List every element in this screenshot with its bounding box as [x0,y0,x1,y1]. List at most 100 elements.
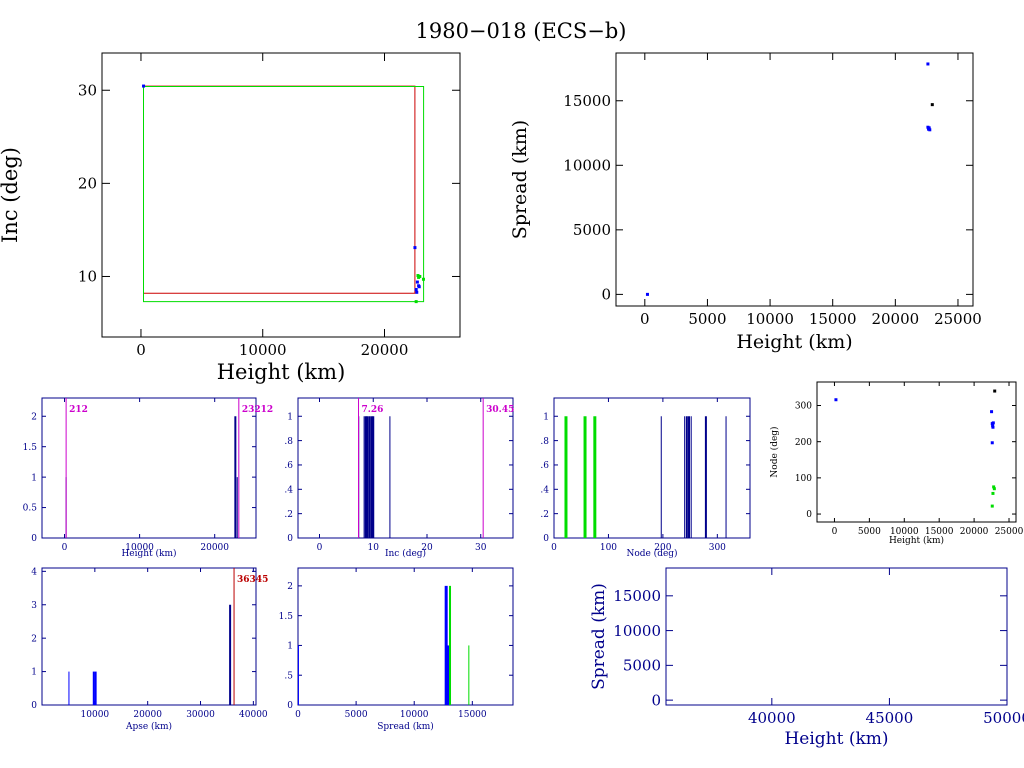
y-tick-label: 10 [78,268,97,286]
y-tick-label: 4 [31,567,37,577]
y-tick-label: 1 [287,412,293,422]
y-tick-label: 200 [795,438,812,448]
marker-label: 30.45 [486,405,514,415]
data-point [416,274,420,278]
y-tick-label: 1 [31,668,37,678]
figure-title: 1980−018 (ECS−b) [415,19,626,43]
x-tick-label: 25000 [934,310,982,328]
x-tick-label: 15000 [809,310,857,328]
node-hist-panel: 0 100 200 300 0 .2 .4 .6 .8 1 Node (deg) [540,397,751,559]
y-axis-label: Spread (km) [589,583,609,690]
y-tick-label: 0.5 [23,504,38,514]
histogram-bar [583,416,587,538]
data-point [991,421,995,425]
histogram-bar [94,671,97,705]
y-tick-label: .4 [540,485,549,495]
data-point [991,425,995,429]
y-tick-label: 100 [795,474,812,484]
histogram-bar [234,416,237,538]
y-tick-label: 0 [287,701,293,711]
histogram-bar [468,645,470,705]
x-tick-label: 0 [317,543,323,553]
marker-label: 7.26 [362,405,384,415]
data-point [142,84,146,88]
y-tick-label: 0 [543,534,549,544]
y-tick-label: .5 [284,671,293,681]
y-tick-label: 20 [78,175,97,193]
y-tick-label: 0 [287,534,293,544]
y-tick-label: .2 [284,510,293,520]
data-point [927,126,931,130]
x-axis-label: Apse (km) [125,721,172,732]
plot-frame [297,397,514,539]
x-tick-label: 10 [368,543,380,553]
histogram-bar [725,416,727,538]
x-tick-label: 0 [136,341,146,359]
histogram-bar [368,416,371,538]
data-point [834,398,838,402]
y-tick-label: 15000 [613,587,661,605]
y-tick-label: .2 [540,510,549,520]
inc-hist-panel: 0 10 20 30 0 .2 .4 .6 .8 1 Inc (deg) 7.26 30.45 [284,397,514,559]
x-tick-label: 5000 [345,710,368,720]
x-tick-label: 10000 [239,341,287,359]
x-tick-label: 0 [295,710,301,720]
inc-vs-height-panel: 0 10000 20000 10 20 30 Height (km) Inc (deg) [0,52,461,384]
y-tick-label: 1.5 [279,612,294,622]
x-tick-label: 45000 [866,709,914,727]
histogram-bar [363,416,365,538]
histogram-bar [688,416,691,538]
x-axis-label: Height (km) [217,360,346,384]
data-point [992,485,996,489]
x-axis-label: Height (km) [889,535,944,546]
y-tick-label: 0 [601,286,611,304]
y-tick-label: 5000 [623,657,661,675]
x-tick-label: 0 [640,310,650,328]
histogram-bar [297,645,299,705]
y-tick-label: 10000 [613,622,661,640]
histogram-bar [229,604,232,705]
y-tick-label: 0 [31,701,37,711]
marker-label: 212 [69,405,88,415]
height-hist-panel: 0 10000 20000 0 0.5 1 1.5 2 Height (km) 212 23212 [23,397,273,559]
plot-frame [816,381,1017,523]
y-tick-label: 1 [31,473,37,483]
data-point [415,280,419,284]
histogram-bar [444,585,448,705]
node-vs-height-panel: 0 5000 10000 15000 20000 25000 0 100 200 300 Heigh… [769,381,1024,546]
y-tick-label: 1.5 [23,443,38,453]
histogram-bar [370,416,373,538]
x-tick-label: 0 [62,543,68,553]
x-tick-label: 5000 [688,310,726,328]
data-point [990,410,994,414]
y-tick-label: 10000 [563,157,611,175]
y-axis-label: Inc (deg) [0,147,22,243]
outline-line [143,85,416,294]
plot-frame [41,567,257,706]
x-tick-label: 15000 [925,527,954,537]
y-tick-label: 3 [31,601,37,611]
marker-label: 23212 [242,405,273,415]
y-axis-label: Spread (km) [509,120,531,239]
x-tick-label: 0 [832,527,838,537]
y-tick-label: .4 [284,485,293,495]
y-axis-label: Node (deg) [769,426,780,477]
y-tick-label: 1 [287,642,293,652]
x-tick-label: 10000 [746,310,794,328]
y-tick-label: 15000 [563,92,611,110]
y-tick-label: .8 [284,437,293,447]
y-tick-label: 300 [795,402,812,412]
histogram-bar [684,416,686,538]
histogram-bar [389,416,391,538]
x-tick-label: 200 [654,543,671,553]
plot-frame [553,397,751,539]
histogram-bar [92,671,95,705]
x-tick-label: 25000 [995,527,1024,537]
spread-hist-panel: 0 5000 10000 15000 0 .5 1 1.5 2 Spread (km) [279,567,514,732]
y-tick-label: 2 [31,412,37,422]
x-tick-label: 20000 [960,527,989,537]
x-tick-label: 30000 [186,710,215,720]
data-point [930,103,934,107]
histogram-bar [372,416,375,538]
x-tick-label: 5000 [858,527,881,537]
